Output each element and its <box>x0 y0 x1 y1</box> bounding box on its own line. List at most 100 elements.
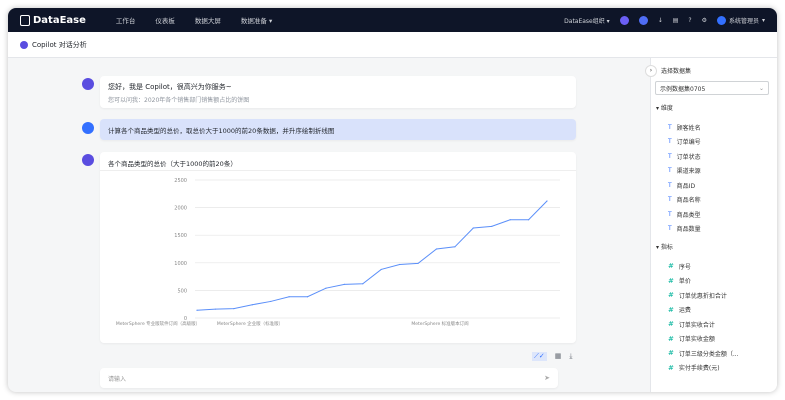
dimension-field[interactable]: T 渠道来源 <box>651 164 777 179</box>
field-label: 顾客姓名 <box>676 124 701 132</box>
number-type-icon: # <box>668 334 674 343</box>
logo-icon <box>20 14 30 26</box>
number-type-icon: # <box>668 262 674 271</box>
chat-input[interactable]: 请输入 ➤ <box>100 368 558 388</box>
page-title: Copilot 对话分析 <box>32 40 87 49</box>
copilot-icon <box>20 40 28 49</box>
number-type-icon: # <box>668 276 674 285</box>
chart-title: 各个商品类型的总价（大于1000的前20条） <box>100 152 576 171</box>
measure-group[interactable]: ▾ 指标 <box>656 244 673 251</box>
download-icon[interactable]: ↓ <box>657 16 663 24</box>
text-type-icon: T <box>668 181 672 189</box>
field-label: 序号 <box>678 263 691 271</box>
brand-name: DataEase <box>33 14 86 26</box>
panel-title: 选择数据集 <box>661 68 692 75</box>
measure-field[interactable]: # 订单实收合计 <box>651 317 777 332</box>
ai-icon[interactable] <box>638 15 648 25</box>
field-label: 商品名称 <box>676 197 701 205</box>
data-point <box>472 227 474 229</box>
measure-field[interactable]: # 订单三级分类金额（... <box>651 346 777 361</box>
dimension-group[interactable]: ▾ 维度 <box>656 105 673 112</box>
help-icon[interactable]: ? <box>688 16 692 24</box>
text-type-icon: T <box>668 152 672 160</box>
chat-area: 您好，我是 Copilot，很高兴为你服务~ 您可以问我：2020年各个销售部门… <box>8 58 650 392</box>
measure-field[interactable]: # 序号 <box>651 259 777 274</box>
text-type-icon: T <box>668 210 672 218</box>
avatar <box>716 15 726 25</box>
app-window: DataEase 工作台 仪表板 数据大屏 数据准备 ▾ DataEase组织 … <box>8 8 777 392</box>
copilot-icon[interactable] <box>619 15 629 25</box>
field-label: 实付手续费(元) <box>678 365 720 373</box>
measure-field[interactable]: # 运费 <box>651 303 777 318</box>
data-point <box>399 263 401 266</box>
field-label: 订单实收合计 <box>678 321 715 329</box>
data-point <box>233 308 235 310</box>
brand-logo[interactable]: DataEase <box>20 14 86 26</box>
field-label: 渠道来源 <box>676 168 701 176</box>
dimension-field[interactable]: T 商品名称 <box>651 193 777 208</box>
chevron-down-icon: ⌄ <box>758 84 764 92</box>
measure-field[interactable]: # 实付手续费(元) <box>651 361 777 376</box>
top-nav: DataEase 工作台 仪表板 数据大屏 数据准备 ▾ DataEase组织 … <box>8 8 777 32</box>
user-avatar <box>82 122 94 134</box>
data-point <box>527 219 530 221</box>
number-type-icon: # <box>668 305 674 314</box>
dimension-field[interactable]: T 顾客姓名 <box>651 120 777 135</box>
measure-field[interactable]: # 订单优惠折扣合计 <box>651 288 777 303</box>
page-header: Copilot 对话分析 <box>8 32 777 58</box>
measure-field[interactable]: # 单价 <box>651 274 777 289</box>
data-point <box>362 283 364 285</box>
line-chart: 0 500 1000 1500 2000 2500 MeterSphere 专业版软件订阅（… <box>116 178 560 327</box>
data-point <box>343 283 345 285</box>
data-point <box>196 309 198 311</box>
field-label: 订单实收金额 <box>678 336 715 344</box>
field-label: 订单编号 <box>676 139 701 147</box>
bot-avatar <box>82 154 94 166</box>
input-placeholder: 请输入 <box>108 375 127 383</box>
x-tick-label: MeterSphere 专业版软件订阅（高级版） <box>116 320 200 327</box>
field-label: 运费 <box>678 307 691 315</box>
measure-field[interactable]: # 订单实收金额 <box>651 332 777 347</box>
dimension-field[interactable]: T 商品类型 <box>651 207 777 222</box>
y-tick-label: 1000 <box>174 261 187 267</box>
data-point <box>214 308 217 310</box>
text-type-icon: T <box>668 167 672 175</box>
field-label: 商品ID <box>676 182 696 190</box>
nav-data-prep[interactable]: 数据准备 ▾ <box>240 17 273 25</box>
dataset-select[interactable]: 示例数据集0705 ⌄ <box>655 81 769 95</box>
nav-dashboard[interactable]: 仪表板 <box>155 17 175 25</box>
data-point <box>417 262 419 264</box>
send-icon[interactable]: ➤ <box>544 374 550 382</box>
data-point <box>288 296 290 298</box>
download-icon[interactable]: ⤓ <box>569 352 573 360</box>
table-view-icon[interactable]: ▦ <box>554 352 562 360</box>
data-point <box>251 304 253 306</box>
field-label: 订单状态 <box>676 153 701 161</box>
field-label: 商品类型 <box>676 211 701 219</box>
dataset-panel: › 选择数据集 示例数据集0705 ⌄ ▾ 维度 T 顾客姓名 T 订单编号 T 订单状态 T… <box>645 58 777 392</box>
chart-type-switch[interactable]: ⟋✓ <box>532 352 547 361</box>
dimension-field[interactable]: T 订单状态 <box>651 149 777 164</box>
text-type-icon: T <box>668 138 672 146</box>
series-line <box>196 200 548 311</box>
settings-icon[interactable]: ⚙ <box>701 16 707 24</box>
data-point <box>380 268 382 271</box>
org-selector[interactable]: DataEase组织 ▾ <box>564 17 610 25</box>
chart-answer: 各个商品类型的总价（大于1000的前20条） 0 500 1000 1500 2000 2… <box>100 152 576 343</box>
bot-avatar <box>82 78 94 90</box>
export-icon[interactable]: ▤ <box>672 16 679 24</box>
nav-workbench[interactable]: 工作台 <box>115 17 136 25</box>
dimension-field[interactable]: T 商品ID <box>651 178 777 193</box>
number-type-icon: # <box>668 349 674 358</box>
nav-screen[interactable]: 数据大屏 <box>194 17 221 25</box>
field-label: 商品数量 <box>676 226 701 234</box>
dimension-field[interactable]: T 商品数量 <box>651 222 777 237</box>
collapse-panel-button[interactable]: › <box>645 65 657 77</box>
user-menu[interactable]: 系统管理员 ▾ <box>716 15 765 25</box>
dimension-field[interactable]: T 订单编号 <box>651 135 777 150</box>
y-tick-label: 1500 <box>174 233 187 239</box>
suggestion-link[interactable]: 您可以问我：2020年各个销售部门销售额占比的饼图 <box>108 97 250 104</box>
x-tick-label: MeterSphere 标准版本订阅 <box>411 320 469 327</box>
data-point <box>306 296 309 298</box>
data-point <box>325 287 327 289</box>
